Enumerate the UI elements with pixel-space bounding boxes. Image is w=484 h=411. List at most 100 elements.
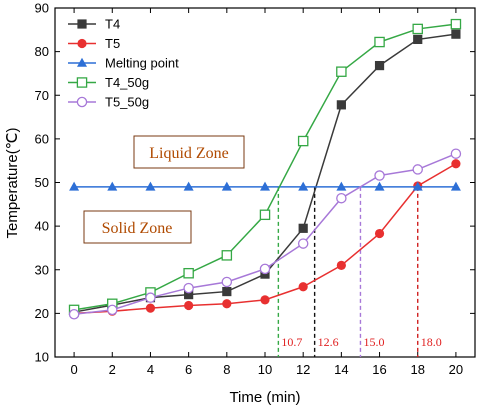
- legend-item: T5: [68, 36, 120, 51]
- data-point: [107, 181, 118, 191]
- x-tick-label: 2: [109, 362, 116, 377]
- data-point: [298, 181, 309, 191]
- data-point: [183, 181, 194, 191]
- data-point: [374, 60, 385, 71]
- data-point: [260, 295, 270, 305]
- data-point: [374, 170, 385, 181]
- y-tick-label: 30: [35, 262, 49, 277]
- data-point: [450, 18, 462, 30]
- data-point: [336, 192, 347, 204]
- x-tick-label: 6: [185, 362, 192, 377]
- data-point: [336, 260, 346, 270]
- data-point: [184, 290, 194, 300]
- data-point: [222, 299, 232, 309]
- data-point: [145, 292, 156, 303]
- data-point: [451, 159, 461, 169]
- legend-label: T5: [105, 36, 120, 51]
- data-point: [259, 209, 271, 221]
- data-point: [374, 36, 385, 48]
- legend-label: T4_50g: [105, 75, 149, 90]
- legend-marker: [76, 96, 88, 108]
- x-tick-label: 0: [70, 362, 77, 377]
- series-melting-point: [69, 181, 461, 191]
- marker-label: 15.0: [363, 335, 384, 349]
- legend-item: T4_50g: [68, 75, 149, 90]
- x-axis-title: Time (min): [229, 389, 300, 406]
- series-t5: [69, 159, 461, 318]
- data-point: [336, 66, 347, 77]
- y-tick-label: 70: [35, 88, 49, 103]
- data-point: [336, 181, 347, 191]
- x-tick-label: 4: [147, 362, 154, 377]
- data-point: [297, 238, 309, 249]
- legend-label: Melting point: [105, 56, 179, 71]
- series-t4-50g: [68, 18, 462, 316]
- marker-label: 18.0: [421, 335, 442, 349]
- series-layer: [68, 18, 462, 320]
- y-axis-title: Temperature(℃): [4, 127, 21, 238]
- data-point: [222, 286, 232, 297]
- legend: T4 T5 Melting point T4_50g T5_50g: [68, 17, 179, 110]
- y-tick-label: 90: [35, 1, 49, 16]
- data-point: [221, 181, 232, 191]
- legend-marker: [77, 57, 87, 67]
- data-point: [183, 282, 194, 294]
- data-point: [450, 148, 462, 159]
- data-point: [412, 164, 423, 175]
- data-point: [68, 308, 80, 320]
- series-t5-50g: [68, 148, 462, 320]
- legend-item: T5_50g: [68, 95, 149, 110]
- data-point: [336, 100, 346, 110]
- x-tick-label: 20: [449, 362, 463, 377]
- x-tick-label: 14: [334, 362, 348, 377]
- data-point: [183, 267, 194, 279]
- ticks: 0 2 4 6 8 10 12 14 16 18 20 10 20 30 40 50 60 70 80 90: [35, 1, 475, 377]
- data-point: [412, 23, 423, 35]
- marker-label: 10.7: [281, 335, 302, 349]
- data-point: [145, 181, 156, 191]
- x-tick-label: 18: [410, 362, 424, 377]
- data-point: [69, 181, 80, 191]
- data-point: [221, 250, 233, 261]
- legend-item: T4: [68, 17, 120, 32]
- data-point: [374, 181, 385, 191]
- data-point: [259, 263, 271, 275]
- x-tick-label: 12: [296, 362, 310, 377]
- legend-marker: [77, 19, 87, 29]
- x-tick-label: 16: [372, 362, 386, 377]
- marker-label: 12.6: [318, 335, 339, 349]
- data-point: [107, 304, 118, 316]
- data-point: [145, 303, 156, 313]
- legend-marker: [77, 38, 87, 49]
- marker-lines: 10.7 12.6 15.0 18.0: [277, 186, 442, 357]
- y-tick-label: 20: [35, 306, 49, 321]
- data-point: [184, 300, 194, 311]
- data-point: [221, 276, 233, 288]
- data-point: [413, 34, 423, 45]
- liquid-zone-label: Liquid Zone: [149, 145, 229, 162]
- legend-label: T5_50g: [105, 95, 149, 110]
- data-point: [451, 29, 461, 39]
- solid-zone-box: [83, 210, 192, 244]
- data-point: [298, 223, 308, 233]
- data-point: [297, 135, 309, 147]
- x-tick-label: 10: [258, 362, 272, 377]
- data-point: [412, 181, 423, 191]
- legend-marker: [76, 77, 88, 88]
- data-point: [374, 228, 385, 239]
- data-point: [450, 181, 461, 191]
- liquid-zone-box: [133, 135, 245, 169]
- data-point: [260, 181, 270, 191]
- zone-labels: Liquid Zone Solid Zone: [83, 135, 245, 244]
- data-point: [298, 282, 308, 292]
- legend-label: T4: [105, 17, 120, 32]
- legend-item: Melting point: [68, 56, 179, 71]
- y-tick-label: 50: [35, 175, 49, 190]
- solid-zone-label: Solid Zone: [102, 220, 173, 237]
- y-tick-label: 40: [35, 219, 49, 234]
- x-tick-label: 8: [223, 362, 230, 377]
- y-tick-label: 10: [35, 350, 49, 365]
- y-tick-label: 80: [35, 44, 49, 59]
- y-tick-label: 60: [35, 131, 49, 146]
